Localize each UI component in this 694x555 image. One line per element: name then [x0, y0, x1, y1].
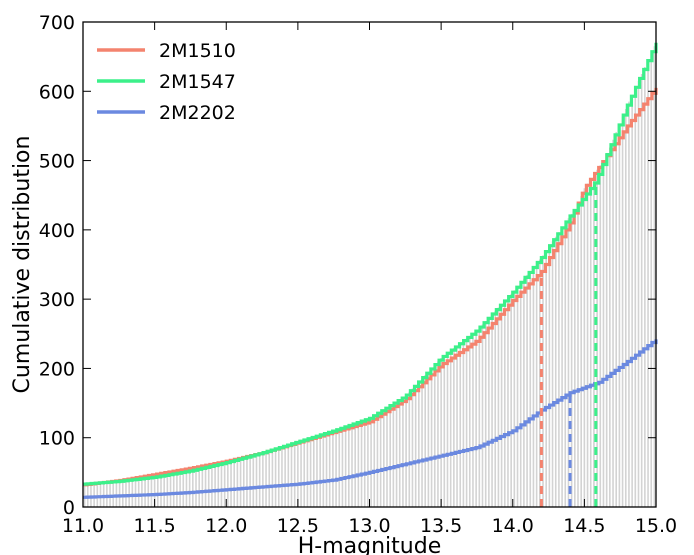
marker-lines [539, 181, 598, 507]
y-tick-label: 700 [39, 12, 75, 34]
series-line-2m1547 [83, 42, 658, 486]
x-tick-label: 12.0 [205, 515, 247, 537]
y-tick-label: 400 [39, 220, 75, 242]
background-histogram [83, 46, 656, 507]
x-tick-label: 12.5 [277, 515, 319, 537]
x-axis-label: H-magnitude [298, 534, 441, 555]
series-line-2m1510 [83, 87, 658, 487]
series-line-2m2202 [83, 339, 658, 499]
y-tick-label: 200 [39, 358, 75, 380]
x-tick-label: 13.0 [348, 515, 390, 537]
legend-label: 2M2202 [159, 102, 236, 124]
x-tick-label: 11.0 [62, 515, 104, 537]
x-tick-label: 13.5 [420, 515, 462, 537]
y-tick-label: 300 [39, 289, 75, 311]
x-tick-label: 14.5 [563, 515, 605, 537]
legend-label: 2M1547 [159, 71, 236, 93]
series-layer [83, 42, 658, 499]
x-tick-label: 15.0 [635, 515, 677, 537]
y-tick-label: 100 [39, 428, 75, 450]
legend: 2M1510 2M1547 2M2202 [97, 40, 236, 124]
axis-ticks: 11.0 11.5 12.0 12.5 13.0 13.5 14.0 14.5 15.0 0 100… [39, 12, 677, 537]
y-tick-label: 500 [39, 151, 75, 173]
x-tick-label: 14.0 [492, 515, 534, 537]
y-axis-label: Cumulative distribution [10, 136, 35, 394]
y-tick-label: 0 [63, 497, 75, 519]
y-tick-label: 600 [39, 81, 75, 103]
x-tick-label: 11.5 [133, 515, 175, 537]
legend-label: 2M1510 [159, 40, 236, 62]
